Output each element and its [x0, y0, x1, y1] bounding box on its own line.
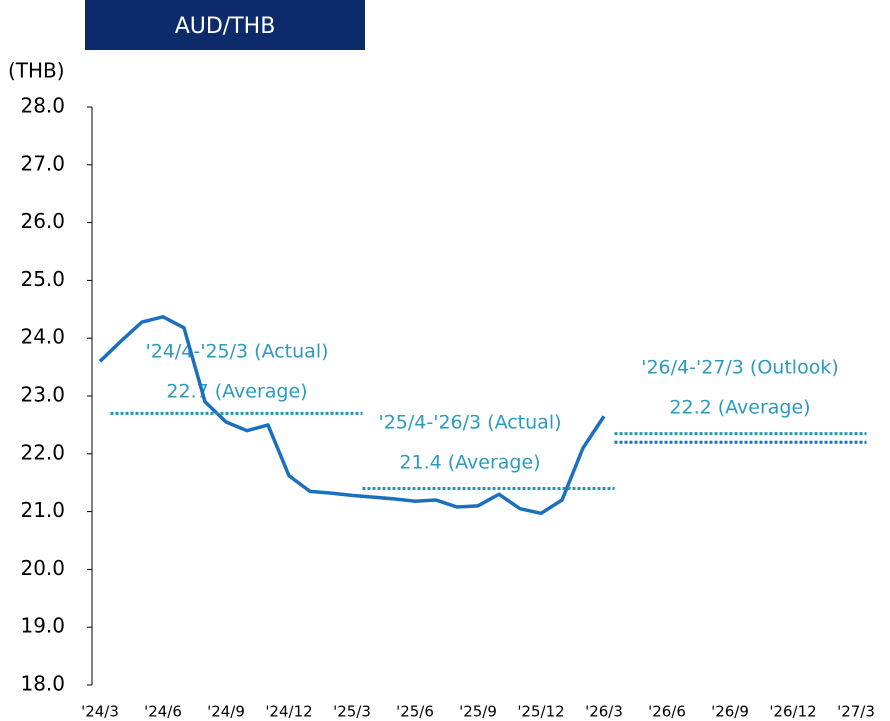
y-tick-label: 24.0: [20, 325, 65, 349]
x-tick-label: '25/9: [459, 703, 497, 721]
x-tick-label: '25/3: [333, 703, 371, 721]
x-tick-label: '25/12: [517, 703, 564, 721]
annotation: 21.4 (Average): [399, 452, 540, 474]
annotation: 22.2 (Average): [669, 397, 810, 419]
y-tick-label: 20.0: [20, 556, 65, 580]
y-tick-label: 22.0: [20, 440, 65, 464]
y-axis-label: (THB): [8, 59, 65, 83]
x-tick-label: '26/6: [648, 703, 686, 721]
y-tick-label: 28.0: [20, 94, 65, 118]
title-box: [85, 0, 365, 50]
annotation: 22.7 (Average): [166, 381, 307, 403]
annotation: '26/4-'27/3 (Outlook): [641, 357, 838, 379]
data-line: [98, 315, 606, 516]
x-tick-label: '27/3: [837, 703, 875, 721]
x-tick-label: '24/6: [144, 703, 182, 721]
x-tick-label: '24/12: [265, 703, 312, 721]
chart-title: AUD/THB: [175, 14, 276, 39]
x-tick-label: '26/3: [585, 703, 623, 721]
y-tick-label: 26.0: [20, 209, 65, 233]
x-tick-label: '26/12: [769, 703, 816, 721]
y-tick-label: 21.0: [20, 498, 65, 522]
x-tick-label: '25/6: [396, 703, 434, 721]
x-tick-label: '24/9: [207, 703, 245, 721]
y-tick-label: 23.0: [20, 383, 65, 407]
y-tick-label: 18.0: [20, 672, 65, 696]
x-tick-label: '24/3: [81, 703, 119, 721]
annotation: '24/4-'25/3 (Actual): [145, 341, 328, 363]
x-tick-label: '26/9: [711, 703, 749, 721]
y-tick-label: 19.0: [20, 614, 65, 638]
y-tick-label: 27.0: [20, 151, 65, 175]
y-tick-label: 25.0: [20, 267, 65, 291]
annotation: '25/4-'26/3 (Actual): [378, 412, 561, 434]
